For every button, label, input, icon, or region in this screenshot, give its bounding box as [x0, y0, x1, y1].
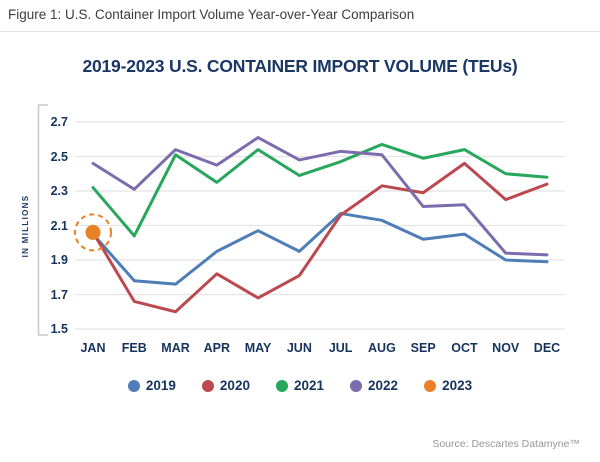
y-tick: 2.7	[50, 115, 68, 129]
legend-item-2019: 2019	[127, 378, 176, 393]
legend-item-2022: 2022	[350, 378, 398, 393]
y-tick: 1.7	[50, 287, 68, 302]
legend-swatch-2021-icon	[275, 379, 288, 392]
x-tick: MAY	[244, 341, 272, 355]
x-tick: JAN	[80, 341, 106, 355]
header-divider	[0, 31, 600, 32]
x-tick: JUN	[286, 341, 312, 355]
legend-swatch-2020-icon	[201, 379, 214, 392]
legend-label: 2023	[442, 378, 473, 393]
y-tick: 2.5	[50, 149, 68, 164]
y-tick: 2.3	[50, 184, 68, 198]
legend-swatch-2019-icon	[127, 379, 140, 392]
x-tick: DEC	[533, 341, 561, 355]
legend-swatch-2023-icon	[424, 379, 437, 392]
legend: 2019 2020 2021 2022 2023	[0, 378, 600, 393]
y-tick: 1.9	[50, 253, 68, 267]
x-tick: OCT	[451, 341, 478, 355]
x-tick: FEB	[121, 341, 147, 355]
chart-title: 2019-2023 U.S. CONTAINER IMPORT VOLUME (…	[82, 56, 518, 76]
x-tick: SEP	[410, 341, 436, 355]
source-attribution: Source: Descartes Datamyne™	[432, 438, 580, 450]
x-tick: APR	[203, 341, 231, 355]
y-tick: 2.1	[50, 218, 68, 233]
legend-item-2021: 2021	[275, 378, 325, 393]
x-tick: NOV	[492, 341, 520, 355]
legend-item-2023: 2023	[424, 378, 472, 393]
legend-item-2020: 2020	[201, 378, 250, 393]
figure-caption: Figure 1: U.S. Container Import Volume Y…	[8, 7, 415, 22]
legend-label: 2022	[368, 378, 399, 393]
legend-label: 2021	[293, 378, 325, 393]
legend-swatch-2022-icon	[350, 379, 363, 392]
y-tick: 1.5	[50, 322, 68, 336]
legend-label: 2019	[145, 378, 176, 393]
x-tick: AUG	[368, 341, 396, 355]
x-tick: JUL	[328, 341, 353, 355]
legend-label: 2020	[219, 378, 250, 393]
x-tick: MAR	[161, 341, 190, 355]
